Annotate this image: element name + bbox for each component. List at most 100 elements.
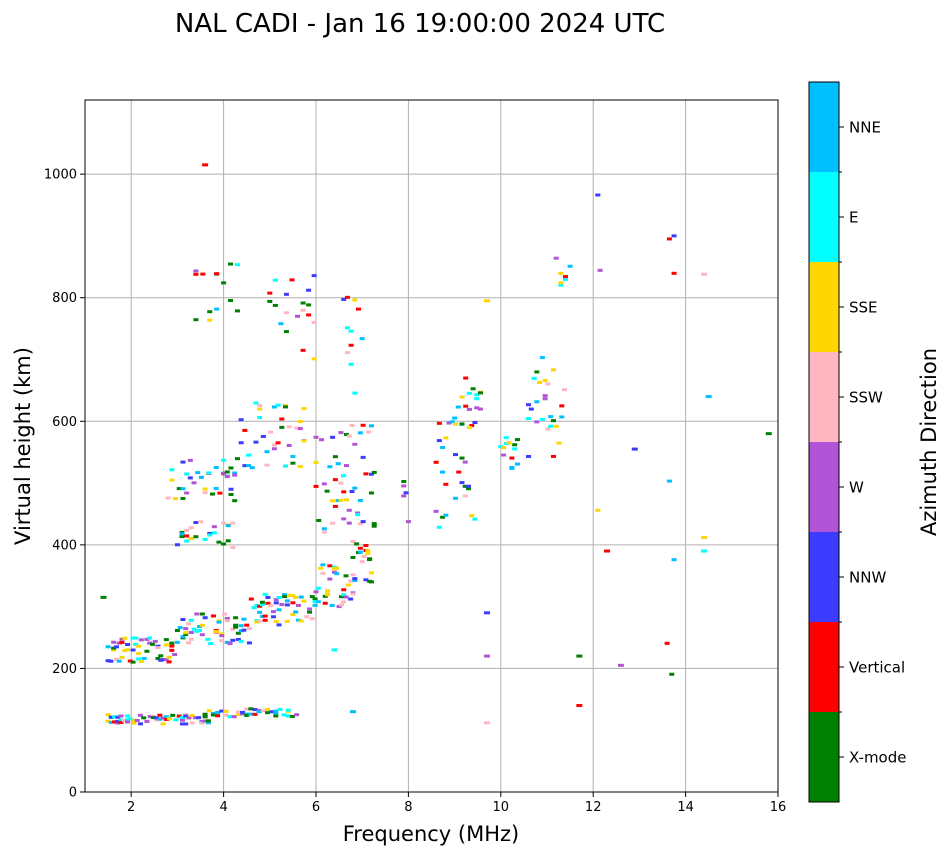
- data-point: [368, 580, 374, 584]
- data-point: [273, 598, 279, 602]
- data-point: [144, 637, 150, 641]
- data-point: [202, 487, 208, 491]
- data-point: [346, 521, 352, 525]
- colorbar-tick-label: NNW: [849, 569, 886, 587]
- data-point: [136, 651, 142, 655]
- data-point: [318, 566, 324, 570]
- data-point: [166, 655, 172, 659]
- data-point: [349, 710, 356, 714]
- data-point: [312, 600, 318, 604]
- data-point: [115, 721, 121, 725]
- data-point: [116, 659, 122, 663]
- data-point: [327, 465, 333, 469]
- data-point: [355, 513, 361, 517]
- data-point: [330, 435, 336, 439]
- data-point: [131, 721, 137, 725]
- data-point: [189, 721, 195, 725]
- data-point: [356, 307, 362, 311]
- data-point: [320, 563, 326, 567]
- data-point: [213, 630, 219, 634]
- data-point: [360, 423, 366, 427]
- data-point: [562, 275, 568, 279]
- data-point: [286, 425, 292, 429]
- data-point: [290, 594, 296, 598]
- data-point: [249, 466, 255, 470]
- data-point: [185, 622, 191, 626]
- data-point: [537, 380, 543, 384]
- data-point: [150, 716, 156, 720]
- data-point: [465, 487, 471, 491]
- data-point: [371, 522, 377, 526]
- data-point: [183, 632, 189, 636]
- data-point: [666, 237, 672, 241]
- data-point: [238, 629, 244, 633]
- data-point: [194, 629, 200, 633]
- data-point: [277, 707, 283, 711]
- data-point: [343, 464, 349, 468]
- data-point: [311, 357, 317, 361]
- data-point: [335, 462, 341, 466]
- data-point: [562, 388, 568, 392]
- data-point: [240, 710, 246, 714]
- data-point: [463, 404, 469, 408]
- data-point: [286, 443, 292, 447]
- data-point: [294, 426, 300, 430]
- data-point: [283, 292, 289, 296]
- data-point: [222, 612, 228, 616]
- data-point: [506, 441, 512, 445]
- data-point: [256, 710, 262, 714]
- data-point: [313, 435, 319, 439]
- data-point: [262, 592, 268, 596]
- data-point: [365, 549, 371, 553]
- data-point: [453, 496, 459, 500]
- data-point: [452, 416, 458, 420]
- data-point: [338, 498, 344, 502]
- data-point: [350, 573, 356, 577]
- data-point: [125, 714, 131, 718]
- data-point: [147, 641, 153, 645]
- data-point: [224, 475, 230, 479]
- grid: [85, 100, 779, 793]
- data-point: [334, 572, 340, 576]
- data-point: [180, 487, 186, 491]
- data-point: [128, 717, 134, 721]
- data-point: [105, 713, 111, 717]
- data-point: [105, 659, 111, 663]
- data-point: [188, 537, 194, 541]
- data-point: [301, 599, 307, 603]
- data-point: [477, 407, 483, 411]
- x-tick-label: 4: [219, 800, 227, 815]
- data-point: [512, 447, 518, 451]
- data-point: [559, 415, 565, 419]
- data-point: [542, 394, 548, 398]
- data-point: [289, 714, 295, 718]
- data-point: [526, 403, 532, 407]
- colorbar-tick-label: Vertical: [849, 659, 905, 677]
- data-point: [111, 640, 117, 644]
- data-point: [465, 484, 471, 488]
- colorbar: X-mode Vertical NNW W SSW SSE E NNE: [808, 81, 906, 803]
- data-point: [325, 589, 331, 593]
- data-point: [297, 465, 303, 469]
- data-point: [320, 571, 326, 575]
- data-point: [179, 722, 185, 726]
- x-tick-label: 10: [493, 800, 510, 815]
- data-point: [300, 301, 306, 305]
- data-point: [235, 712, 241, 716]
- data-point: [138, 659, 144, 663]
- data-point: [459, 395, 465, 399]
- colorbar-swatch-nnw: [809, 532, 839, 622]
- data-point: [193, 318, 199, 322]
- data-point: [287, 593, 293, 597]
- data-point: [357, 499, 363, 503]
- data-point: [338, 431, 344, 435]
- data-point: [233, 625, 239, 629]
- data-point: [550, 368, 556, 372]
- data-point: [234, 263, 240, 267]
- data-point: [230, 545, 236, 549]
- data-point: [545, 382, 551, 386]
- data-point: [125, 643, 131, 647]
- data-point: [105, 719, 111, 723]
- data-point: [325, 593, 331, 597]
- y-tick-label: 1000: [44, 168, 77, 183]
